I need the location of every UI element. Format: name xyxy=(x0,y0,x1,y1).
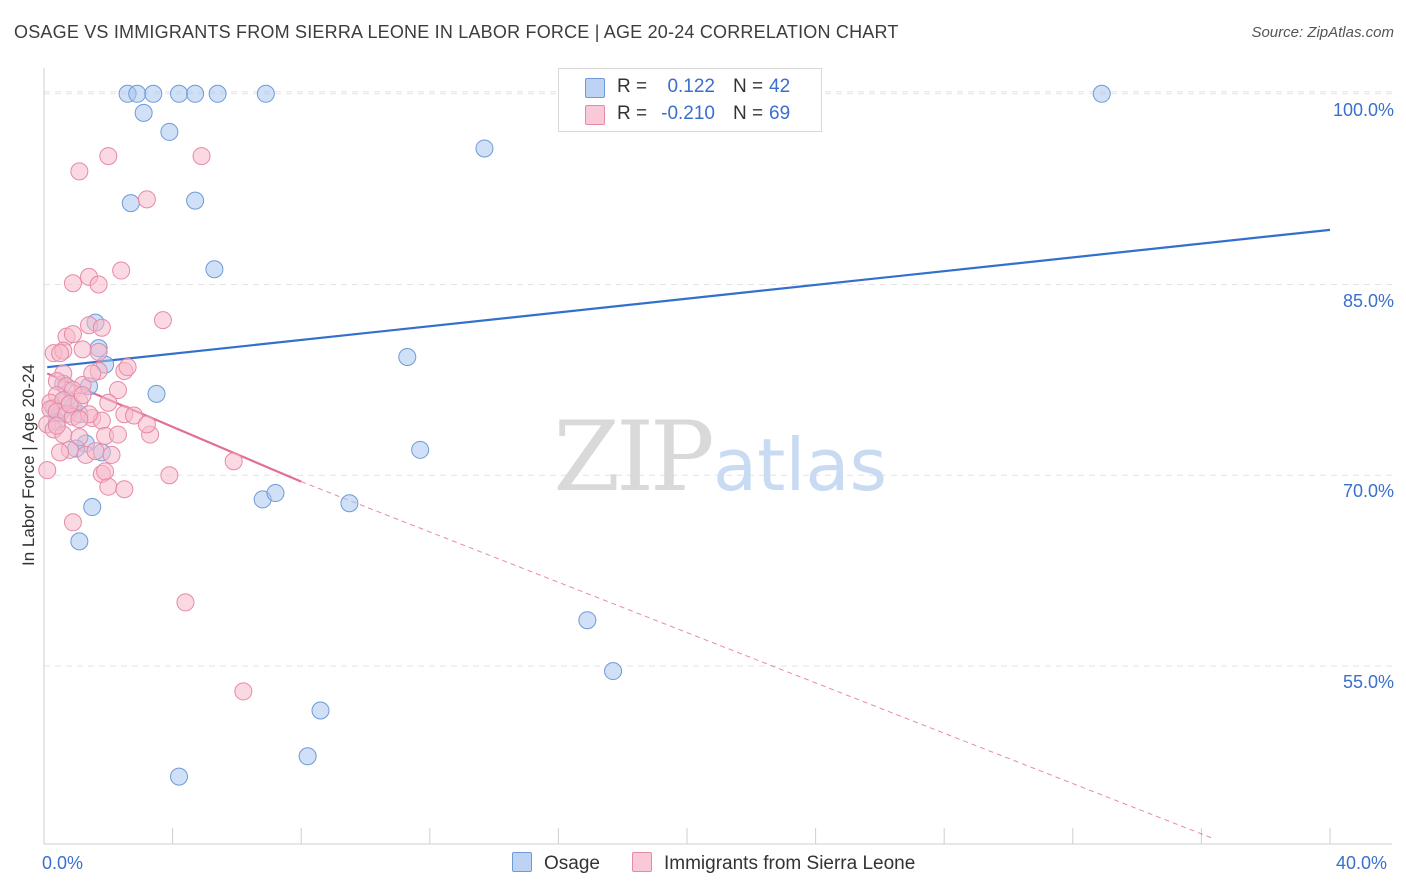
point-series-1-16 xyxy=(73,340,92,359)
y-axis-label: In Labor Force | Age 20-24 xyxy=(19,364,38,566)
point-series-1-55 xyxy=(176,593,195,612)
point-series-1-48 xyxy=(38,461,57,480)
point-series-0-33 xyxy=(266,484,285,503)
point-series-1-2 xyxy=(70,162,89,181)
point-series-1-8 xyxy=(153,311,172,330)
point-series-1-1 xyxy=(192,147,211,166)
trend-lines xyxy=(46,228,1331,840)
point-series-1-10 xyxy=(92,318,111,337)
point-series-0-11 xyxy=(475,139,494,158)
point-series-1-59 xyxy=(60,395,79,414)
point-series-1-15 xyxy=(89,342,108,361)
chart-title: OSAGE VS IMMIGRANTS FROM SIERRA LEONE IN… xyxy=(14,22,899,42)
watermark-zip: ZIP xyxy=(553,401,712,513)
sierra-leone-swatch xyxy=(585,105,605,125)
point-series-0-13 xyxy=(186,191,205,210)
sierra-leone-legend-swatch xyxy=(632,852,652,872)
point-series-0-37 xyxy=(578,611,597,630)
axes xyxy=(43,68,1392,845)
n-value: 69 xyxy=(769,103,791,124)
point-series-0-9 xyxy=(134,103,153,122)
point-series-1-67 xyxy=(96,462,115,481)
data-points xyxy=(38,84,1111,786)
point-series-1-61 xyxy=(108,425,127,444)
point-series-1-53 xyxy=(63,513,82,532)
point-series-1-50 xyxy=(99,477,118,496)
y-tick-label-1: 85.0% xyxy=(1342,290,1394,311)
y-axis-label-wrap: In Labor Force | Age 20-24 xyxy=(14,300,44,630)
gridlines xyxy=(44,91,1392,667)
point-series-1-54 xyxy=(224,452,243,471)
trend-line-series-0 xyxy=(47,228,1331,369)
point-series-0-35 xyxy=(83,498,102,517)
y-tick-label-3: 55.0% xyxy=(1342,671,1394,692)
trend-extension-series-1 xyxy=(301,481,1215,840)
point-series-1-51 xyxy=(115,480,134,499)
point-series-0-8 xyxy=(1092,84,1111,103)
osage-legend-swatch xyxy=(512,852,532,872)
r-label: R = xyxy=(617,103,648,124)
y-tick-label-0: 100.0% xyxy=(1332,99,1394,120)
watermark: ZIP atlas xyxy=(553,401,887,513)
point-series-0-3 xyxy=(170,84,189,103)
point-series-1-40 xyxy=(70,428,89,447)
point-series-0-5 xyxy=(208,84,227,103)
x-tick-label-min: 0.0% xyxy=(42,853,84,873)
point-series-0-38 xyxy=(604,662,623,681)
point-series-0-6 xyxy=(256,84,275,103)
point-series-0-12 xyxy=(121,194,140,213)
r-label: R = xyxy=(617,76,648,97)
point-series-1-46 xyxy=(102,445,121,464)
point-series-1-62 xyxy=(73,386,92,405)
point-series-0-34 xyxy=(340,494,359,513)
legend-item-osage: Osage xyxy=(512,852,600,875)
point-series-1-7 xyxy=(89,275,108,294)
point-series-1-66 xyxy=(137,415,156,434)
point-series-1-57 xyxy=(125,406,144,425)
point-series-1-3 xyxy=(137,190,156,209)
point-series-1-24 xyxy=(108,381,127,400)
point-series-1-64 xyxy=(51,344,70,363)
point-series-1-12 xyxy=(63,325,82,344)
n-label: N = xyxy=(733,76,764,97)
legend-label-sierra-leone: Immigrants from Sierra Leone xyxy=(664,853,916,874)
x-tick-label-max: 40.0% xyxy=(1336,853,1388,873)
r-value: -0.210 xyxy=(661,103,715,124)
point-series-1-68 xyxy=(70,410,89,429)
point-series-1-65 xyxy=(118,358,137,377)
legend-label-osage: Osage xyxy=(544,853,600,874)
point-series-1-52 xyxy=(160,466,179,485)
point-series-1-45 xyxy=(86,442,105,461)
point-series-1-4 xyxy=(112,261,131,280)
y-tick-label-2: 70.0% xyxy=(1342,481,1394,502)
point-series-0-2 xyxy=(144,84,163,103)
point-series-1-56 xyxy=(234,682,253,701)
point-series-0-18 xyxy=(398,347,417,366)
n-label: N = xyxy=(733,103,764,124)
n-value: 42 xyxy=(769,76,791,97)
point-series-0-36 xyxy=(70,532,89,551)
point-series-1-47 xyxy=(51,443,70,462)
point-series-0-10 xyxy=(160,122,179,141)
chart-source: Source: ZipAtlas.com xyxy=(1251,24,1394,41)
legend-item-sierra-leone: Immigrants from Sierra Leone xyxy=(632,852,915,875)
point-series-0-4 xyxy=(186,84,205,103)
point-series-1-63 xyxy=(83,364,102,383)
point-series-1-60 xyxy=(47,416,66,435)
point-series-0-14 xyxy=(205,260,224,279)
point-series-0-41 xyxy=(170,767,189,786)
r-value: 0.122 xyxy=(667,76,715,97)
stats-legend: R = 0.122 N = 42 R = -0.210 N = 69 xyxy=(558,68,822,132)
osage-swatch xyxy=(585,78,605,98)
point-series-0-31 xyxy=(411,440,430,459)
watermark-atlas: atlas xyxy=(713,423,887,507)
point-series-0-22 xyxy=(147,384,166,403)
point-series-0-40 xyxy=(298,747,317,766)
point-series-1-6 xyxy=(63,274,82,293)
point-series-0-39 xyxy=(311,701,330,720)
point-series-0-1 xyxy=(128,84,147,103)
point-series-1-29 xyxy=(99,393,118,412)
point-series-1-0 xyxy=(99,147,118,166)
